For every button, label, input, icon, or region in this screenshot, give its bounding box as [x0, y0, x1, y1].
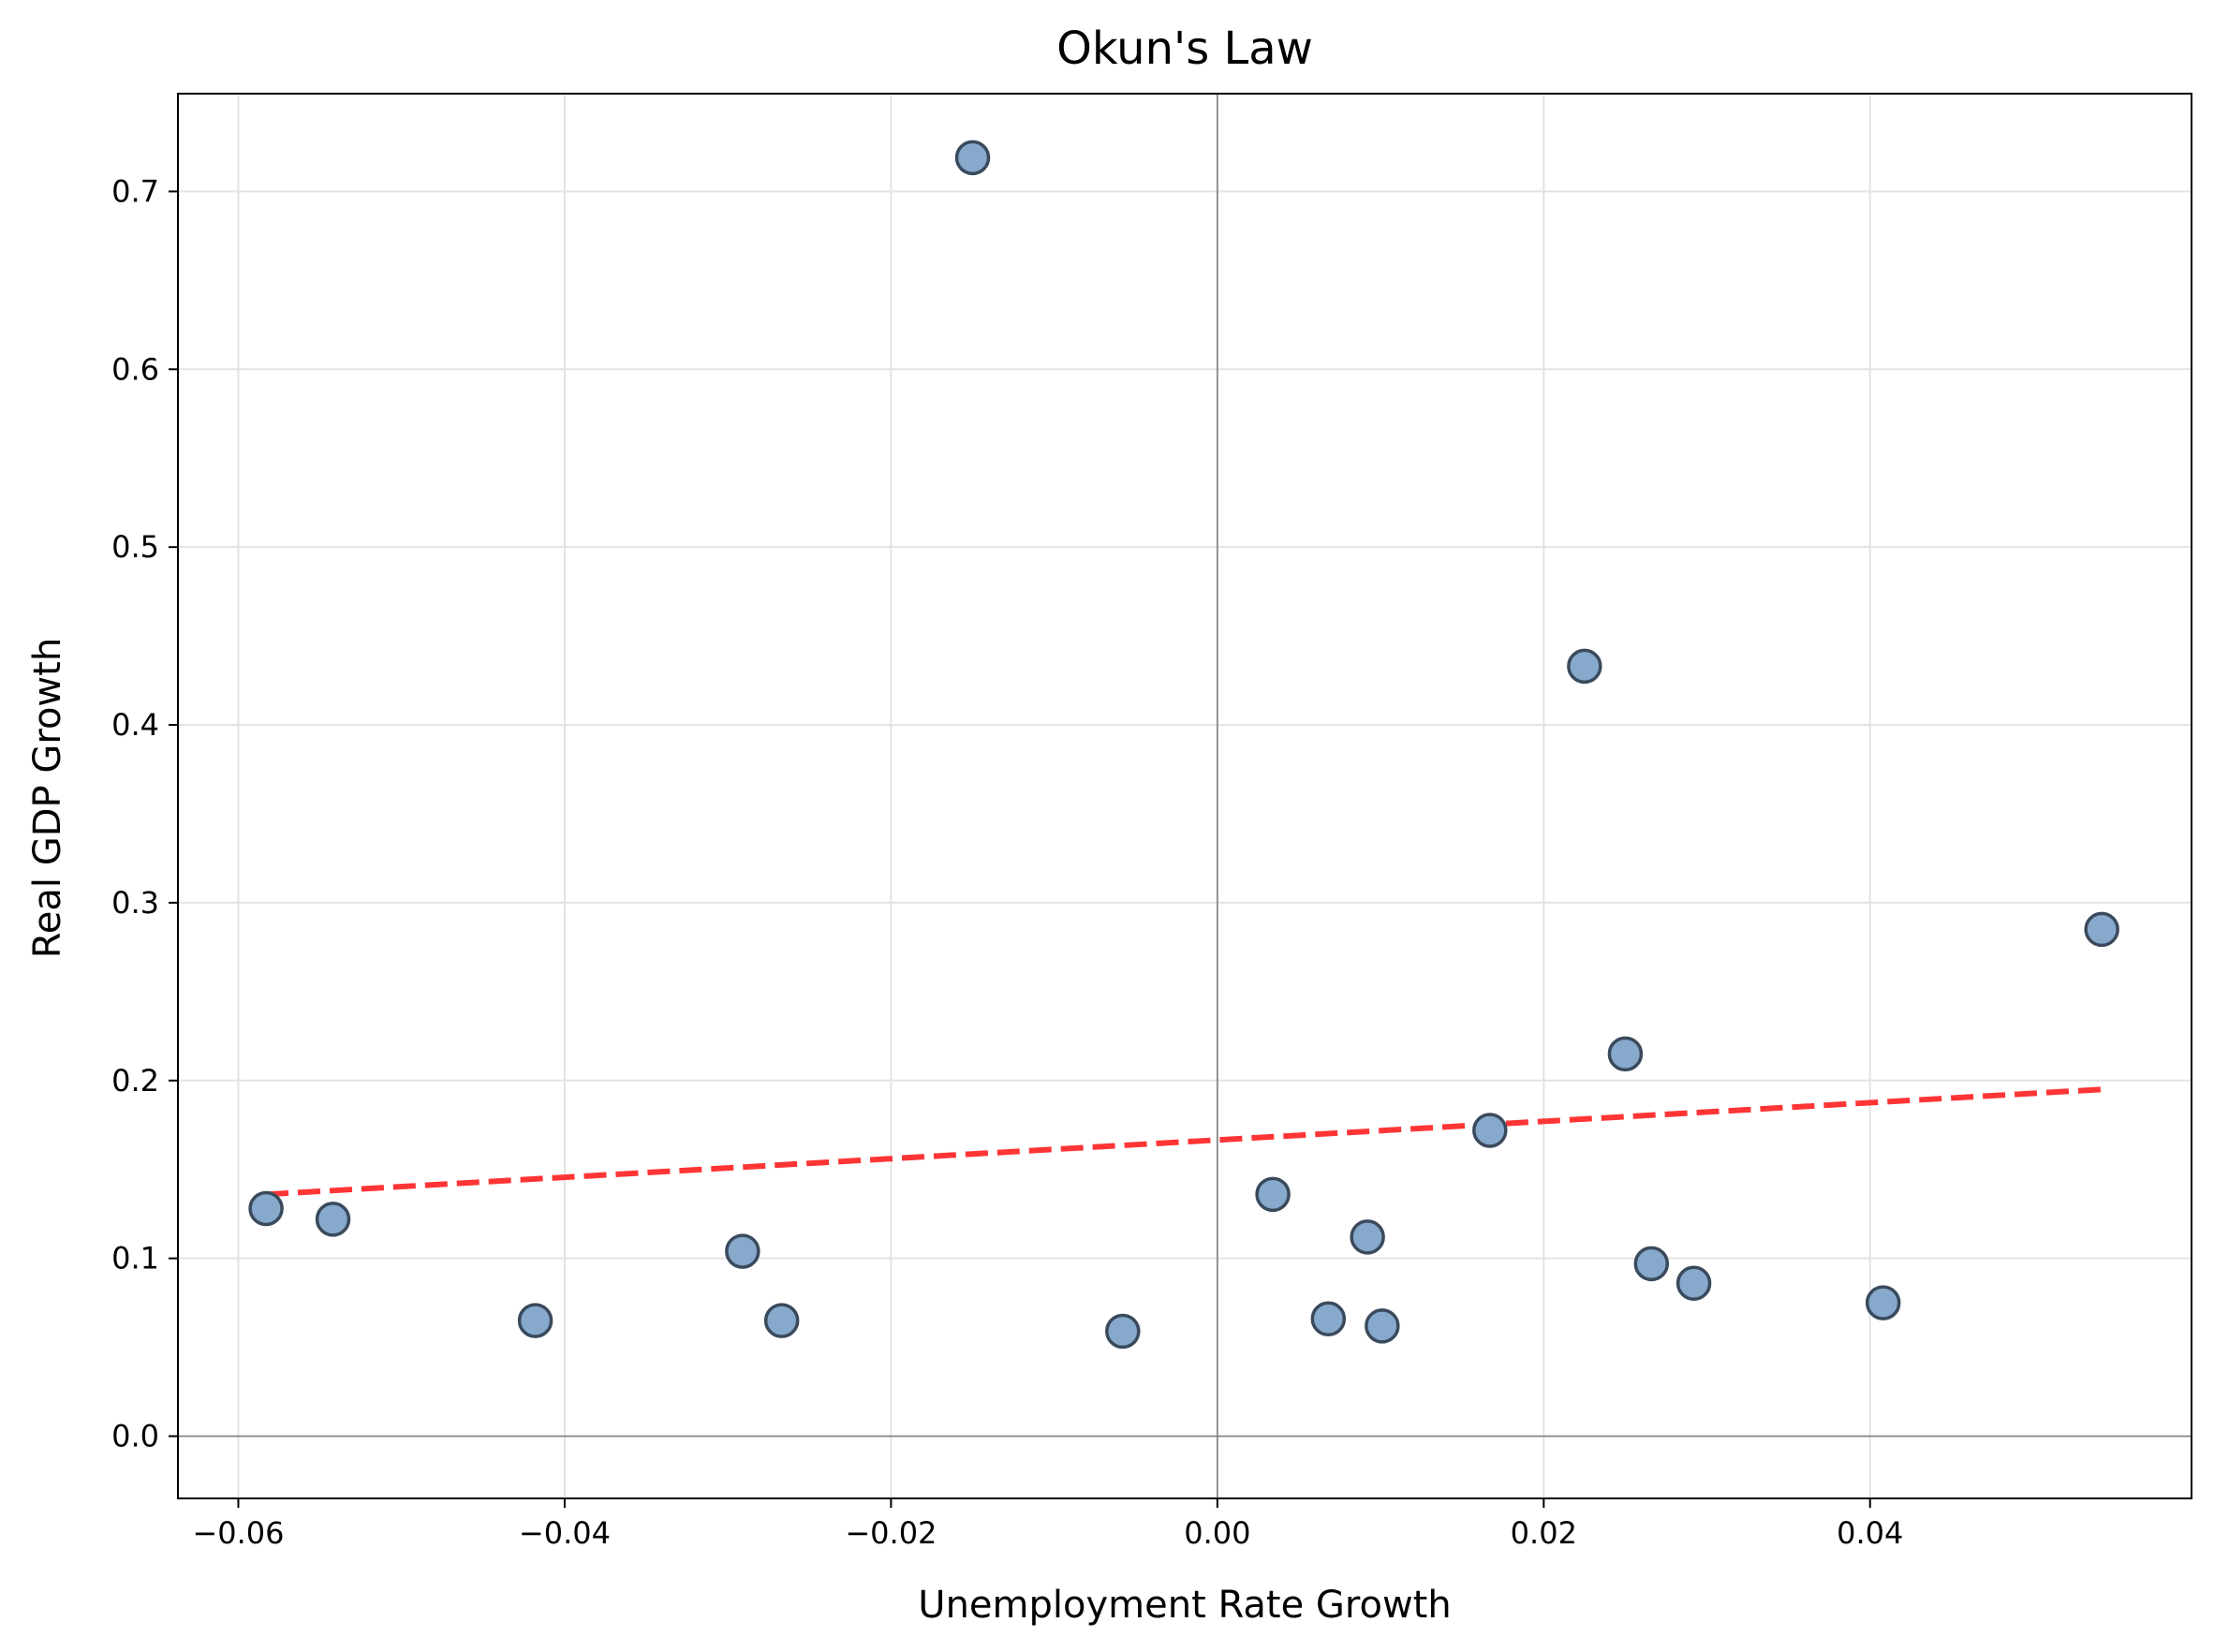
x-tick-label: −0.04 — [519, 1515, 611, 1551]
y-tick-label: 0.0 — [111, 1419, 159, 1454]
x-tick-label: −0.02 — [845, 1515, 937, 1551]
scatter-point — [1350, 1219, 1385, 1255]
x-tick-label: 0.04 — [1837, 1515, 1903, 1551]
scatter-point — [1607, 1036, 1644, 1072]
scatter-point — [1865, 1285, 1901, 1320]
chart-title: Okun's Law — [1056, 22, 1313, 75]
scatter-point — [1633, 1246, 1670, 1282]
scatter-point — [248, 1190, 284, 1227]
scatter-point — [1365, 1308, 1400, 1344]
x-axis-ticks: −0.06 −0.04 −0.02 0.00 0.02 0.04 — [192, 1498, 1903, 1551]
scatter-point — [1310, 1301, 1347, 1336]
scatter-point — [1472, 1113, 1508, 1148]
y-tick-label: 0.3 — [111, 885, 159, 921]
scatter-point — [1255, 1176, 1291, 1213]
reference-lines — [178, 94, 2192, 1498]
scatter-point — [725, 1233, 760, 1269]
y-tick-label: 0.5 — [111, 529, 159, 565]
fit-line-group — [265, 1086, 2103, 1198]
y-tick-label: 0.1 — [111, 1241, 159, 1276]
scatter-point — [1675, 1265, 1712, 1302]
scatter-point — [2084, 911, 2119, 948]
y-axis-label: Real GDP Growth — [26, 638, 69, 958]
scatter-point — [1105, 1313, 1141, 1350]
y-tick-label: 0.7 — [111, 173, 159, 209]
x-tick-label: −0.06 — [192, 1515, 284, 1551]
grid-lines — [178, 94, 2192, 1498]
x-tick-label: 0.00 — [1184, 1515, 1250, 1551]
data-points — [248, 140, 2119, 1350]
regression-line — [265, 1086, 2103, 1198]
scatter-point — [517, 1303, 554, 1338]
y-tick-label: 0.2 — [111, 1063, 159, 1099]
x-axis-label: Unemployment Rate Growth — [918, 1584, 1451, 1627]
plot-frame — [177, 93, 2192, 1499]
scatter-point — [954, 140, 991, 176]
scatter-point — [315, 1202, 351, 1237]
y-axis-ticks: 0.0 0.1 0.2 0.3 0.4 0.5 0.6 0.7 — [111, 173, 178, 1454]
y-tick-label: 0.4 — [111, 707, 159, 743]
y-tick-label: 0.6 — [111, 351, 159, 387]
scatter-point — [763, 1303, 800, 1338]
x-tick-label: 0.02 — [1511, 1515, 1577, 1551]
scatter-point — [1567, 648, 1602, 685]
